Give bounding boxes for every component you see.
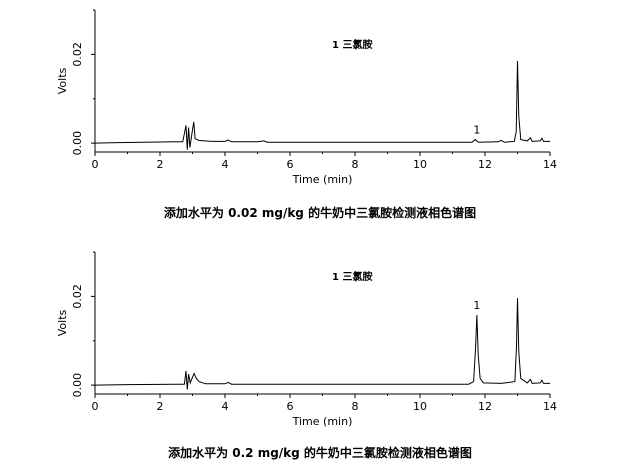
x-tick-label: 14 [543, 158, 557, 171]
x-tick-label: 8 [352, 158, 359, 171]
x-tick-label: 4 [222, 158, 229, 171]
x-tick-label: 10 [413, 400, 427, 413]
y-axis-label: Volts [56, 309, 69, 336]
chart-caption-bottom: 添加水平为 0.2 mg/kg 的牛奶中三氯胺检测液相色谱图 [168, 446, 472, 460]
x-tick-label: 12 [478, 400, 492, 413]
chromatogram-chart-bottom: 0 2 4 6 8 10 12 14 0.00 0.02 Time (min) Volts 1 三氯胺 1 [56, 251, 557, 428]
chromatogram-trace [94, 61, 550, 150]
chart-caption-top: 添加水平为 0.02 mg/kg 的牛奶中三氯胺检测液相色谱图 [163, 206, 477, 220]
x-tick-label: 4 [222, 400, 229, 413]
chromatogram-trace [94, 298, 550, 390]
x-tick-label: 8 [352, 400, 359, 413]
x-tick-label: 10 [413, 158, 427, 171]
x-axis-label: Time (min) [292, 415, 353, 428]
x-tick-label: 2 [157, 400, 164, 413]
x-tick-label: 12 [478, 158, 492, 171]
peak-label: 1 [473, 299, 480, 312]
x-tick-label: 6 [287, 400, 294, 413]
y-tick-label: 0.02 [71, 42, 84, 67]
x-tick-label: 0 [92, 158, 99, 171]
x-tick-label: 0 [92, 400, 99, 413]
y-axis-label: Volts [56, 67, 69, 94]
x-tick-label: 14 [543, 400, 557, 413]
y-tick-label: 0.02 [71, 284, 84, 309]
x-tick-label: 2 [157, 158, 164, 171]
x-axis-label: Time (min) [292, 173, 353, 186]
chromatogram-chart-top: 0 2 4 6 8 10 12 14 0.00 0.02 Time (min) Volts 1 三氯胺 1 [56, 9, 557, 186]
x-tick-label: 6 [287, 158, 294, 171]
peak-label: 1 [473, 124, 480, 137]
y-tick-label: 0.00 [71, 373, 84, 398]
y-tick-label: 0.00 [71, 131, 84, 156]
legend-entry: 1 三氯胺 [332, 38, 372, 51]
legend-entry: 1 三氯胺 [332, 270, 372, 283]
